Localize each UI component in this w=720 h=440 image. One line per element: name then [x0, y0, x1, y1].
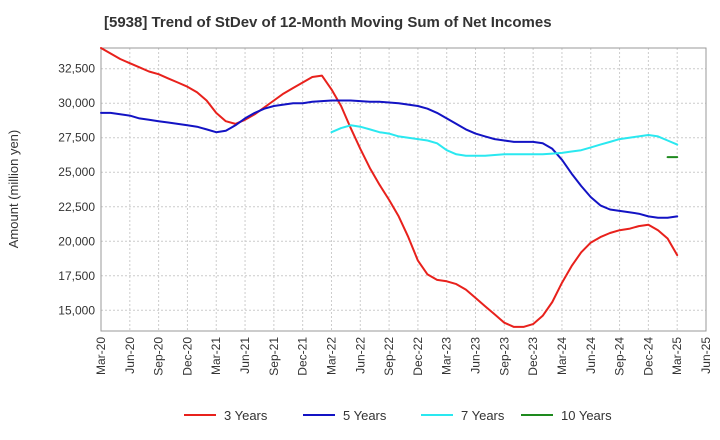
- x-tick-label: Dec-23: [526, 337, 540, 376]
- y-tick-label: 25,000: [58, 165, 95, 179]
- x-tick-label: Sep-22: [382, 337, 396, 376]
- series-line-7-years: [330, 124, 679, 157]
- legend-label: 10 Years: [561, 408, 612, 423]
- x-tick-label: Sep-23: [497, 337, 511, 376]
- x-tick-label: Jun-23: [469, 337, 483, 374]
- x-tick-label: Dec-21: [296, 337, 310, 376]
- legend-label: 5 Years: [343, 408, 387, 423]
- plot-area-frame: [100, 47, 707, 332]
- x-tick-label: Mar-23: [440, 337, 454, 375]
- x-tick-label: Jun-24: [584, 337, 598, 374]
- y-tick-label: 20,000: [58, 234, 95, 248]
- x-tick-label: Sep-21: [267, 337, 281, 376]
- grid-layer: [100, 48, 707, 331]
- x-tick-label: Dec-20: [180, 337, 194, 376]
- x-tick-label: Dec-22: [411, 337, 425, 376]
- x-tick-label: Jun-20: [123, 337, 137, 374]
- chart-title: [5938] Trend of StDev of 12-Month Moving…: [104, 14, 552, 31]
- y-tick-label: 30,000: [58, 96, 95, 110]
- series-line-3-years: [100, 47, 679, 328]
- series-layer: [100, 47, 679, 328]
- x-axis-ticks: Mar-20 Jun-20 Sep-20 Dec-20 Mar-21 Jun-21 Sep-…: [94, 337, 713, 376]
- y-axis-title: Amount (million yen): [6, 130, 21, 249]
- x-tick-label: Mar-20: [94, 337, 108, 375]
- x-tick-label: Jun-21: [238, 337, 252, 374]
- x-tick-label: Mar-22: [324, 337, 338, 375]
- x-tick-label: Dec-24: [641, 337, 655, 376]
- y-tick-label: 32,500: [58, 62, 95, 76]
- y-tick-label: 27,500: [58, 131, 95, 145]
- y-tick-label: 22,500: [58, 200, 95, 214]
- x-tick-label: Mar-24: [555, 337, 569, 375]
- x-tick-label: Sep-24: [613, 337, 627, 376]
- x-tick-label: Jun-25: [699, 337, 713, 374]
- y-axis-ticks: 15,000 17,500 20,000 22,500 25,000 27,500 30,0…: [58, 62, 95, 318]
- legend-label: 3 Years: [224, 408, 268, 423]
- legend: 3 Years 5 Years 7 Years 10 Years: [184, 408, 612, 423]
- x-tick-label: Jun-22: [353, 337, 367, 374]
- y-tick-label: 17,500: [58, 269, 95, 283]
- y-tick-label: 15,000: [58, 303, 95, 317]
- legend-label: 7 Years: [461, 408, 505, 423]
- series-line-5-years: [100, 99, 679, 219]
- x-tick-label: Mar-21: [209, 337, 223, 375]
- x-tick-label: Sep-20: [152, 337, 166, 376]
- x-tick-label: Mar-25: [670, 337, 684, 375]
